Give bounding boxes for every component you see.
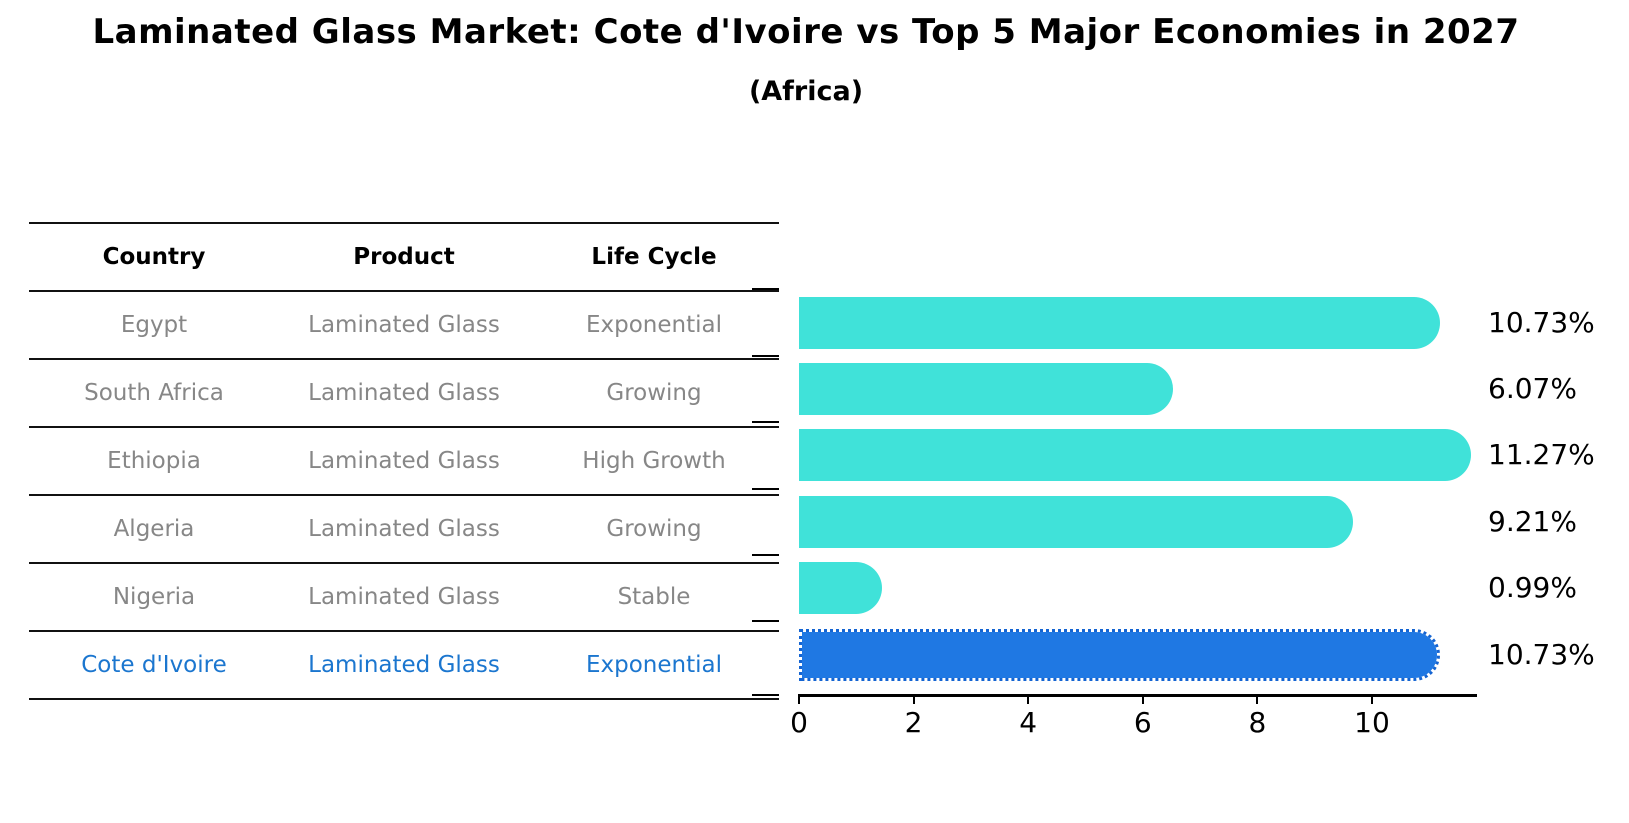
cell-country: South Africa (29, 358, 279, 427)
x-tick-label: 2 (904, 706, 923, 739)
y-axis-tick (752, 694, 779, 696)
table-row-nigeria: Nigeria Laminated Glass Stable (29, 562, 779, 631)
cell-country: Cote d'Ivoire (29, 630, 279, 700)
cell-life-cycle: Exponential (529, 630, 779, 700)
cell-life-cycle: Exponential (529, 290, 779, 359)
table-row-ethiopia: Ethiopia Laminated Glass High Growth (29, 426, 779, 495)
value-label-cote-d-ivoire: 10.73% (1488, 637, 1595, 671)
y-axis-tick (752, 421, 779, 424)
x-tick-label: 4 (1019, 706, 1038, 739)
cell-country: Egypt (29, 290, 279, 359)
x-tick (912, 695, 915, 704)
cell-life-cycle: Growing (529, 494, 779, 563)
x-tick (1256, 695, 1259, 704)
table-row-egypt: Egypt Laminated Glass Exponential (29, 290, 779, 359)
y-axis-tick (752, 354, 779, 357)
cell-product: Laminated Glass (279, 562, 529, 631)
bar-ethiopia (799, 429, 1471, 482)
x-tick-label: 0 (790, 706, 808, 739)
x-tick-label: 10 (1354, 706, 1390, 739)
x-tick-label: 6 (1133, 706, 1152, 739)
x-tick (798, 695, 800, 704)
cell-country: Algeria (29, 494, 279, 563)
y-axis-tick (752, 487, 779, 490)
value-label-ethiopia: 11.27% (1488, 438, 1595, 472)
x-tick-label: 8 (1248, 706, 1267, 739)
cell-country: Ethiopia (29, 426, 279, 495)
x-axis-line (798, 694, 1477, 697)
cell-product: Laminated Glass (279, 630, 529, 700)
table-row-cote-d-ivoire: Cote d'Ivoire Laminated Glass Exponentia… (29, 630, 779, 700)
header-cell-country: Country (29, 222, 279, 291)
x-tick (1371, 695, 1373, 704)
page-subtitle: (Africa) (748, 76, 864, 107)
y-axis-tick (752, 620, 779, 623)
x-tick (1027, 695, 1030, 704)
cell-product: Laminated Glass (279, 358, 529, 427)
page-title: Laminated Glass Market: Cote d'Ivoire vs… (92, 12, 1520, 52)
comparison-table: Country Product Life Cycle Egypt Laminat… (29, 222, 779, 700)
cell-life-cycle: Growing (529, 358, 779, 427)
bar-cote-d-ivoire (799, 628, 1440, 681)
y-axis-tick (752, 554, 779, 557)
x-tick (1141, 695, 1144, 704)
bar-egypt (799, 296, 1440, 349)
bar-nigeria (799, 562, 882, 615)
table-row-algeria: Algeria Laminated Glass Growing (29, 494, 779, 563)
value-label-nigeria: 0.99% (1488, 571, 1577, 605)
value-label-south-africa: 6.07% (1488, 372, 1577, 406)
bar-south-africa (799, 363, 1173, 416)
cell-life-cycle: High Growth (529, 426, 779, 495)
cell-life-cycle: Stable (529, 562, 779, 631)
value-label-algeria: 9.21% (1488, 504, 1577, 538)
cell-country: Nigeria (29, 562, 279, 631)
cell-product: Laminated Glass (279, 426, 529, 495)
table-row-south-africa: South Africa Laminated Glass Growing (29, 358, 779, 427)
y-axis-tick (752, 288, 779, 291)
bar-algeria (799, 495, 1353, 548)
table-header-row: Country Product Life Cycle (29, 222, 779, 291)
header-cell-product: Product (279, 222, 529, 291)
value-label-egypt: 10.73% (1488, 305, 1595, 339)
header-cell-life-cycle: Life Cycle (529, 222, 779, 291)
cell-product: Laminated Glass (279, 290, 529, 359)
cell-product: Laminated Glass (279, 494, 529, 563)
